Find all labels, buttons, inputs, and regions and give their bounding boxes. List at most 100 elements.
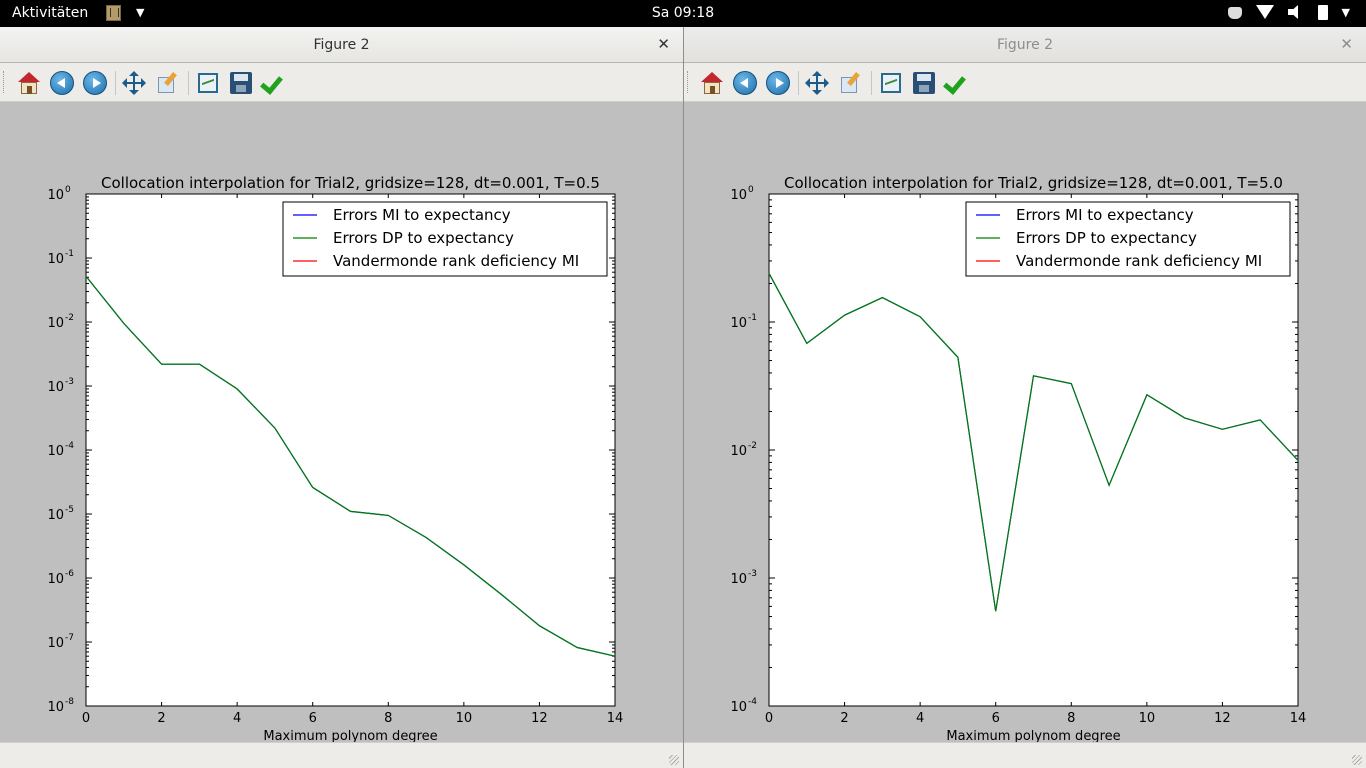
figure-canvas[interactable]: Collocation interpolation for Trial2, gr… bbox=[684, 102, 1366, 744]
save-button[interactable] bbox=[912, 71, 936, 95]
home-button[interactable] bbox=[700, 71, 724, 95]
clock[interactable]: Sa 09:18 bbox=[651, 5, 715, 21]
y-tick-label-base: 10 bbox=[47, 572, 64, 587]
app-icon[interactable] bbox=[106, 5, 121, 21]
legend-label: Errors DP to expectancy bbox=[333, 229, 514, 247]
system-tray[interactable]: ▼ bbox=[1227, 4, 1350, 20]
back-button[interactable] bbox=[50, 71, 74, 95]
toolbar-separator bbox=[115, 71, 116, 95]
toolbar-grip[interactable] bbox=[3, 71, 7, 93]
window-titlebar[interactable]: Figure 2 ✕ bbox=[684, 27, 1366, 63]
forward-icon bbox=[776, 78, 784, 88]
x-tick-label: 4 bbox=[916, 711, 924, 726]
x-tick-label: 14 bbox=[1290, 711, 1307, 726]
zoom-button[interactable] bbox=[156, 71, 180, 95]
y-tick-label-base: 10 bbox=[730, 188, 747, 203]
home-icon bbox=[701, 72, 723, 82]
subplots-button[interactable] bbox=[879, 71, 903, 95]
status-bar bbox=[684, 742, 1366, 768]
y-tick-label-base: 10 bbox=[47, 380, 64, 395]
y-tick-label-base: 10 bbox=[47, 508, 64, 523]
check-icon bbox=[260, 71, 283, 95]
plot-area bbox=[85, 193, 616, 707]
status-bar bbox=[0, 742, 683, 768]
y-tick-label-exponent: -1 bbox=[748, 313, 757, 323]
check-button[interactable] bbox=[943, 71, 969, 95]
legend bbox=[282, 201, 608, 277]
zoom-button[interactable] bbox=[839, 71, 863, 95]
back-icon bbox=[57, 78, 65, 88]
y-tick-label-exponent: -4 bbox=[65, 441, 74, 451]
activities-button[interactable]: Aktivitäten bbox=[12, 5, 89, 21]
check-icon bbox=[943, 71, 966, 95]
x-tick-label: 2 bbox=[157, 711, 165, 726]
subplots-icon bbox=[198, 73, 218, 93]
y-tick-label-base: 10 bbox=[47, 188, 64, 203]
x-tick-label: 8 bbox=[384, 711, 392, 726]
y-tick-label-base: 10 bbox=[730, 572, 747, 587]
chart-svg[interactable]: Collocation interpolation for Trial2, gr… bbox=[684, 102, 1366, 744]
pan-button[interactable] bbox=[805, 71, 829, 95]
x-tick-label: 10 bbox=[456, 711, 473, 726]
x-tick-label: 0 bbox=[765, 711, 773, 726]
volume-icon bbox=[1287, 4, 1304, 20]
window-title: Figure 2 bbox=[996, 37, 1054, 53]
y-tick-label-base: 10 bbox=[730, 316, 747, 331]
y-tick-label-exponent: -3 bbox=[748, 569, 757, 579]
subplots-button[interactable] bbox=[196, 71, 220, 95]
x-tick-label: 12 bbox=[1214, 711, 1231, 726]
window-divider bbox=[683, 27, 684, 768]
y-tick-label-exponent: 0 bbox=[748, 185, 754, 195]
y-tick-label-exponent: -6 bbox=[65, 569, 74, 579]
toolbar-grip[interactable] bbox=[687, 71, 691, 93]
pan-button[interactable] bbox=[122, 71, 146, 95]
plot-area bbox=[768, 193, 1299, 707]
y-tick-label-base: 10 bbox=[730, 700, 747, 715]
home-button[interactable] bbox=[17, 71, 41, 95]
y-tick-label-exponent: -1 bbox=[65, 249, 74, 259]
close-button[interactable]: ✕ bbox=[1340, 35, 1353, 53]
check-button[interactable] bbox=[260, 71, 286, 95]
chart-svg[interactable]: Collocation interpolation for Trial2, gr… bbox=[0, 102, 683, 744]
resize-grip[interactable] bbox=[1352, 755, 1362, 765]
y-tick-label-exponent: -2 bbox=[748, 441, 757, 451]
x-tick-label: 12 bbox=[531, 711, 548, 726]
series-line-2 bbox=[768, 273, 1299, 612]
legend-label: Errors MI to expectancy bbox=[333, 206, 511, 224]
figure-window-right: Figure 2 ✕ Collocation interpolation for… bbox=[684, 27, 1366, 768]
y-tick-label-base: 10 bbox=[47, 636, 64, 651]
y-tick-label-exponent: -2 bbox=[65, 313, 74, 323]
back-button[interactable] bbox=[733, 71, 757, 95]
toolbar-separator bbox=[871, 71, 872, 95]
x-tick-label: 4 bbox=[233, 711, 241, 726]
x-tick-label: 14 bbox=[607, 711, 624, 726]
resize-grip[interactable] bbox=[669, 755, 679, 765]
legend-label: Errors DP to expectancy bbox=[1016, 229, 1197, 247]
figure-canvas[interactable]: Collocation interpolation for Trial2, gr… bbox=[0, 102, 683, 744]
y-tick-label-exponent: -8 bbox=[65, 697, 74, 707]
figure-window-left: Figure 2 ✕ Collocation interpolation for… bbox=[0, 27, 683, 768]
navigation-toolbar bbox=[684, 63, 1366, 102]
wifi-icon bbox=[1255, 5, 1274, 19]
top-bar: Aktivitäten ▼ Sa 09:18 ▼ bbox=[0, 0, 1366, 27]
toolbar-separator bbox=[798, 71, 799, 95]
subplots-icon bbox=[881, 73, 901, 93]
save-button[interactable] bbox=[229, 71, 253, 95]
y-tick-label-exponent: -4 bbox=[748, 697, 757, 707]
system-menu-chevron-down-icon[interactable]: ▼ bbox=[1341, 5, 1350, 19]
legend bbox=[965, 201, 1291, 277]
y-tick-label-base: 10 bbox=[47, 700, 64, 715]
close-button[interactable]: ✕ bbox=[657, 35, 670, 53]
forward-icon bbox=[93, 78, 101, 88]
y-tick-label-exponent: -3 bbox=[65, 377, 74, 387]
x-tick-label: 6 bbox=[992, 711, 1000, 726]
chart-title: Collocation interpolation for Trial2, gr… bbox=[101, 174, 600, 192]
forward-button[interactable] bbox=[83, 71, 107, 95]
coffee-icon[interactable] bbox=[1227, 7, 1242, 19]
app-menu-chevron-down-icon[interactable]: ▼ bbox=[136, 6, 145, 19]
forward-button[interactable] bbox=[766, 71, 790, 95]
window-titlebar[interactable]: Figure 2 ✕ bbox=[0, 27, 683, 63]
legend-label: Errors MI to expectancy bbox=[1016, 206, 1194, 224]
y-tick-label-base: 10 bbox=[47, 316, 64, 331]
home-icon bbox=[18, 72, 40, 82]
